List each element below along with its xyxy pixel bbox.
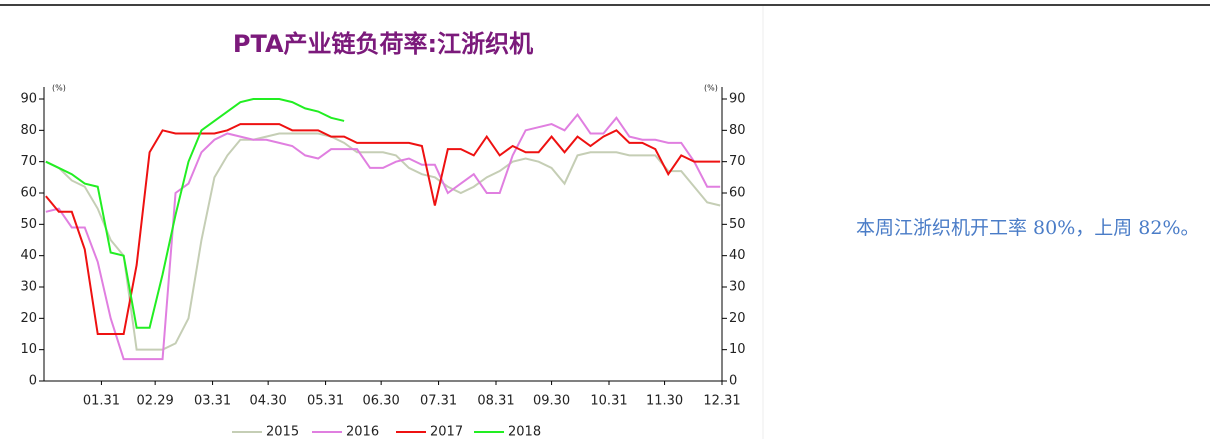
x-tick-label: 08.31 — [477, 394, 514, 409]
x-tick-label: 10.31 — [590, 394, 627, 409]
x-tick-label: 07.31 — [420, 394, 457, 409]
line-series — [45, 123, 721, 335]
x-tick-label: 11.30 — [646, 394, 683, 409]
y2-tick-label: 20 — [729, 311, 746, 326]
y-tick-label: 60 — [20, 186, 37, 201]
y2-tick-label: 40 — [729, 248, 746, 263]
y-tick-label: 80 — [20, 123, 37, 138]
line-series — [45, 132, 721, 351]
y2-tick-label: 60 — [729, 186, 746, 201]
y-tick-label: 50 — [20, 217, 37, 232]
x-tick-label: 06.30 — [363, 394, 400, 409]
legend-label: 2016 — [346, 425, 379, 439]
x-tick-label: 03.31 — [194, 394, 231, 409]
y-tick-label: 0 — [29, 374, 37, 389]
y-axis-label: (%) — [52, 84, 66, 93]
x-tick-label: 01.31 — [83, 394, 120, 409]
x-tick-label: 04.30 — [250, 394, 287, 409]
y-tick-label: 20 — [20, 311, 37, 326]
y-tick-label: 30 — [20, 280, 37, 295]
y2-tick-label: 50 — [729, 217, 746, 232]
chart-title: PTA产业链负荷率:江浙织机 — [233, 30, 533, 58]
y2-axis-label: (%) — [704, 84, 718, 93]
legend-label: 2017 — [430, 425, 463, 439]
y2-tick-label: 30 — [729, 280, 746, 295]
y2-tick-label: 80 — [729, 123, 746, 138]
y2-tick-label: 0 — [729, 374, 737, 389]
line-series — [45, 113, 721, 361]
y-tick-label: 10 — [20, 342, 37, 357]
y2-tick-label: 90 — [729, 92, 746, 107]
y-tick-label: 70 — [20, 154, 37, 169]
legend-label: 2015 — [266, 425, 299, 439]
x-tick-label: 05.31 — [307, 394, 344, 409]
x-tick-label: 02.29 — [137, 394, 174, 409]
legend-label: 2018 — [508, 425, 541, 439]
y2-tick-label: 70 — [729, 154, 746, 169]
y-tick-label: 90 — [20, 92, 37, 107]
y-tick-label: 40 — [20, 248, 37, 263]
x-tick-label: 12.31 — [703, 394, 740, 409]
y2-tick-label: 10 — [729, 342, 746, 357]
note: 本周江浙织机开工率 80%，上周 82%。 — [856, 217, 1200, 239]
x-tick-label: 09.30 — [533, 394, 570, 409]
line-series — [45, 98, 345, 329]
